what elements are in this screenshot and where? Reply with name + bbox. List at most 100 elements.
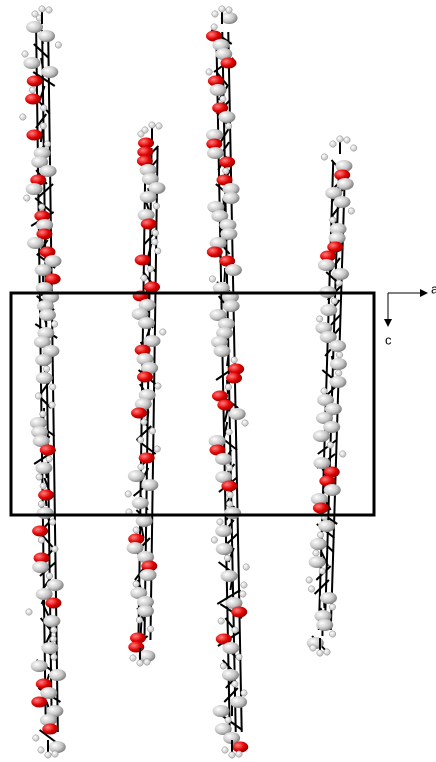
oxygen-atom [135,255,151,266]
hydrogen-atom [138,464,144,470]
hydrogen-atom [206,69,212,75]
a-arrowhead [420,289,428,297]
carbon-atom [38,30,55,42]
oxygen-atom [26,130,42,141]
oxygen-atom [42,724,58,735]
hydrogen-atom [55,42,61,48]
carbon-atom [318,259,335,271]
hydrogen-atom [313,550,319,556]
oxygen-atom [219,157,235,168]
carbon-atom [35,354,52,366]
carbon-atom [215,525,232,537]
hydrogen-atom [40,411,46,417]
hydrogen-atom [306,577,312,583]
hydrogen-atom [144,659,150,665]
hydrogen-atom [212,11,218,17]
hydrogen-atom [329,631,335,637]
hydrogen-atom [227,492,233,498]
hydrogen-atom [242,420,248,426]
oxygen-atom [25,94,41,105]
carbon-atom [313,430,330,442]
carbon-atom [26,183,43,195]
oxygen-atom [128,642,144,653]
hydrogen-atom [36,474,42,480]
hydrogen-atom [236,654,242,660]
hydrogen-atom [324,649,330,655]
carbon-atom [128,470,145,482]
hydrogen-atom [225,384,231,390]
hydrogen-atom [329,604,335,610]
hydrogen-atom [310,645,316,651]
oxygen-atom [131,408,147,419]
carbon-atom [320,592,337,604]
hydrogen-atom [219,6,225,12]
carbon-atom [324,484,341,496]
oxygen-atom [220,58,236,69]
hydrogen-atom [348,208,354,214]
carbon-atom [337,178,354,190]
hydrogen-atom [33,735,39,741]
hydrogen-atom [142,127,148,133]
hydrogen-atom [226,7,232,13]
carbon-atom [309,556,326,568]
oxygen-atom [31,697,47,708]
carbon-atom [32,561,49,573]
hydrogen-atom [240,591,246,597]
hydrogen-atom [308,586,314,592]
hydrogen-atom [52,546,58,552]
carbon-atom [132,497,149,509]
carbon-atom [224,507,241,519]
hydrogen-atom [133,581,139,587]
hydrogen-atom [38,204,44,210]
carbon-atom [140,569,157,581]
carbon-atom [41,642,58,654]
carbon-atom [35,462,52,474]
hydrogen-atom [211,24,217,30]
hydrogen-atom [52,751,58,757]
hydrogen-atom [209,276,215,282]
hydrogen-atom [330,141,336,147]
carbon-atom [26,21,43,33]
oxygen-atom [141,219,157,230]
hydrogen-atom [316,316,322,322]
hydrogen-atom [241,690,247,696]
hydrogen-atom [236,751,242,757]
hydrogen-atom [226,501,232,507]
carbon-atom [223,192,240,204]
hydrogen-atom [218,618,224,624]
hydrogen-atom [226,429,232,435]
carbon-atom [330,358,347,370]
hydrogen-atom [220,96,226,102]
hydrogen-atom [229,752,235,758]
hydrogen-atom [160,329,166,335]
hydrogen-atom [51,321,57,327]
hydrogen-atom [41,105,47,111]
molecule-stacks [20,6,357,758]
carbon-atom [332,268,349,280]
carbon-atom [318,520,335,532]
hydrogen-atom [125,491,131,497]
hydrogen-atom [147,626,153,632]
hydrogen-atom [20,114,26,120]
hydrogen-atom [29,87,35,93]
hydrogen-atom [40,123,46,129]
carbon-atom [215,453,232,465]
hydrogen-atom [220,663,226,669]
axis-label-c: c [385,332,392,347]
hydrogen-atom [43,366,49,372]
oxygen-atom [226,373,242,384]
oxygen-atom [207,247,223,258]
hydrogen-atom [49,402,55,408]
hydrogen-atom [152,239,158,245]
oxygen-atom [137,372,153,383]
hydrogen-atom [38,747,44,753]
carbon-atom [37,507,54,519]
axis-label-a: a [431,281,436,296]
hydrogen-atom [149,428,155,434]
hydrogen-atom [232,681,238,687]
oxygen-atom [32,526,48,537]
hydrogen-atom [156,123,162,129]
hydrogen-atom [319,568,325,574]
hydrogen-atom [321,154,327,160]
carbon-atom [210,84,227,96]
